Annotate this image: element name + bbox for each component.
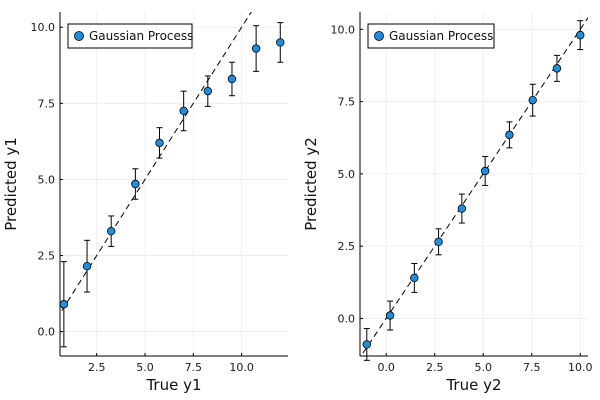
data-point xyxy=(480,166,490,176)
data-point xyxy=(227,74,237,84)
legend-box xyxy=(367,23,495,49)
legend-marker xyxy=(74,31,84,41)
data-point xyxy=(82,261,92,271)
y-axis-label: Predicted y2 xyxy=(302,137,320,231)
data-point xyxy=(155,138,164,148)
data-point xyxy=(131,179,140,189)
right-plot: 0.0 2.5 5.0 7.5 10.0 0.0 2.5 5.0 7.5 10.0 True y2 P… xyxy=(302,12,593,394)
x-tick-label: 7.5 xyxy=(523,361,541,374)
y-tick-label: 7.5 xyxy=(338,96,356,109)
x-tick-label: 5.0 xyxy=(136,361,154,374)
y-tick-label: 10.0 xyxy=(331,23,356,36)
data-point xyxy=(362,340,371,349)
x-axis-label: True y2 xyxy=(445,376,501,394)
identity-reference-line xyxy=(360,16,588,356)
x-tick-label: 5.0 xyxy=(474,361,492,374)
data-point xyxy=(528,95,537,105)
data-point xyxy=(434,237,443,247)
x-tick-label: 2.5 xyxy=(88,361,106,374)
left-plot: 2.5 5.0 7.5 10.0 0.0 2.5 5.0 7.5 10.0 True y1 Pred… xyxy=(2,12,288,394)
legend-marker xyxy=(374,31,384,41)
y-axis-label: Predicted y1 xyxy=(2,137,20,231)
data-point xyxy=(385,311,395,320)
legend: Gaussian Process xyxy=(367,23,495,49)
x-axis-label: True y1 xyxy=(145,376,201,394)
data-point xyxy=(576,30,585,40)
data-point xyxy=(410,273,419,283)
data-point xyxy=(179,106,188,116)
y-tick-label: 5.0 xyxy=(338,168,356,181)
data-point xyxy=(59,300,69,309)
x-tick-label: 10.0 xyxy=(568,361,593,374)
data-point xyxy=(107,226,116,236)
legend-label: Gaussian Process xyxy=(89,29,193,43)
y-tick-label: 2.5 xyxy=(338,240,356,253)
y-tick-label: 10.0 xyxy=(31,21,56,34)
data-point xyxy=(457,204,467,213)
data-point xyxy=(203,86,213,96)
data-point xyxy=(251,44,261,53)
y-tick-label: 0.0 xyxy=(338,312,356,325)
data-point xyxy=(552,64,562,73)
y-tick-label: 5.0 xyxy=(38,173,56,186)
legend-box xyxy=(67,23,193,49)
legend-label: Gaussian Process xyxy=(389,29,493,43)
y-tick-label: 0.0 xyxy=(38,326,56,339)
data-point xyxy=(505,130,514,140)
y-tick-label: 2.5 xyxy=(38,250,56,263)
y-tick-label: 7.5 xyxy=(38,97,56,110)
x-tick-label: 7.5 xyxy=(185,361,203,374)
data-point xyxy=(276,38,285,47)
x-tick-label: 2.5 xyxy=(426,361,444,374)
x-tick-label: 10.0 xyxy=(229,361,254,374)
x-tick-label: 0.0 xyxy=(377,361,395,374)
legend: Gaussian Process xyxy=(67,23,193,49)
identity-reference-line xyxy=(60,12,252,315)
